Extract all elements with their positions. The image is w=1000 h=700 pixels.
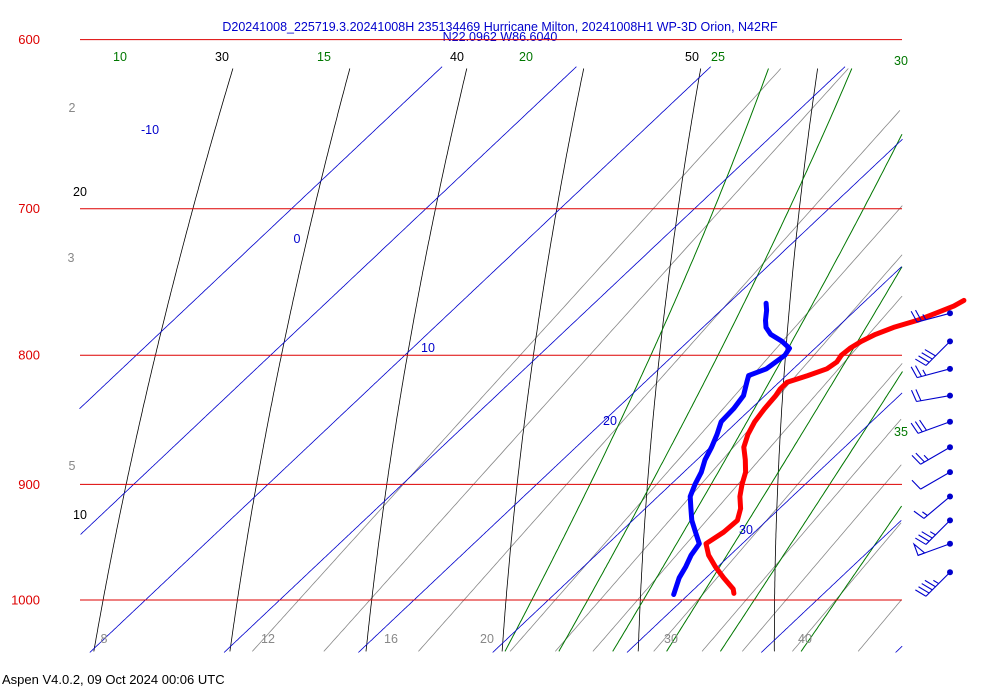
isotherm-label: 10 bbox=[421, 341, 435, 355]
moist-adiabat-line bbox=[719, 371, 903, 652]
dry-adiabat-label: 30 bbox=[215, 50, 229, 64]
dry-adiabat-label: 40 bbox=[450, 50, 464, 64]
moist-adiabat-line bbox=[504, 68, 769, 652]
mixing-ratio-line bbox=[252, 68, 782, 652]
dry-adiabat-label: 20 bbox=[73, 185, 87, 199]
dry-adiabat-line bbox=[637, 68, 702, 652]
mixing-ratio-label: 16 bbox=[384, 632, 398, 646]
mixing-ratio-label: 3 bbox=[68, 251, 75, 265]
wind-barb bbox=[910, 309, 953, 323]
moist-adiabat-line bbox=[612, 133, 903, 652]
mixing-ratio-line bbox=[701, 418, 902, 652]
mixing-ratio-label: 12 bbox=[261, 632, 275, 646]
mixing-ratio-label: 20 bbox=[480, 632, 494, 646]
mixing-ratio-line bbox=[653, 363, 903, 652]
mixing-ratio-line bbox=[792, 522, 902, 652]
moist-adiabat-label: 20 bbox=[519, 50, 533, 64]
isotherm-line bbox=[223, 66, 846, 653]
moist-adiabat-line bbox=[800, 505, 903, 652]
pressure-tick-label: 900 bbox=[18, 477, 40, 492]
mixing-ratio-line bbox=[509, 205, 903, 652]
temperature-trace bbox=[703, 297, 967, 596]
dry-adiabat-line bbox=[501, 68, 585, 652]
wind-barb bbox=[910, 389, 953, 403]
mixing-ratio-line bbox=[741, 464, 902, 652]
wind-barb bbox=[910, 365, 953, 379]
moist-adiabat-line bbox=[558, 68, 853, 652]
wind-barb bbox=[913, 493, 953, 519]
mixing-ratio-line bbox=[554, 254, 903, 652]
isotherm-line bbox=[895, 645, 903, 653]
moist-adiabat-label: 15 bbox=[317, 50, 331, 64]
isotherm-line bbox=[80, 66, 577, 535]
dry-adiabat-line bbox=[229, 68, 351, 652]
mixing-ratio-label: 8 bbox=[101, 632, 108, 646]
isotherm-line bbox=[89, 66, 711, 653]
wind-barb bbox=[915, 569, 953, 597]
dry-adiabat-line bbox=[365, 68, 468, 652]
isotherm-label: 0 bbox=[294, 232, 301, 246]
isotherm-label: -10 bbox=[141, 123, 159, 137]
dry-adiabat-label: 50 bbox=[685, 50, 699, 64]
footer-version-text: Aspen V4.0.2, 09 Oct 2024 00:06 UTC bbox=[2, 672, 225, 687]
wind-barb bbox=[911, 444, 953, 465]
isotherm-line bbox=[761, 520, 902, 653]
dewpoint-trace bbox=[671, 300, 792, 597]
dry-adiabat-label: 10 bbox=[73, 508, 87, 522]
mixing-ratio-label: 5 bbox=[69, 459, 76, 473]
isotherm-label: 30 bbox=[739, 523, 753, 537]
chart-title-line-2: N22.0962 W86.6040 bbox=[442, 30, 558, 44]
wind-barb bbox=[910, 418, 953, 434]
moist-adiabat-label: 30 bbox=[894, 54, 908, 68]
dry-adiabat-line bbox=[773, 68, 818, 652]
wind-barb bbox=[911, 469, 953, 490]
pressure-tick-label: 700 bbox=[18, 201, 40, 216]
isotherm-line bbox=[626, 392, 903, 653]
mixing-ratio-label: 2 bbox=[69, 101, 76, 115]
isotherm-line bbox=[79, 66, 443, 409]
mixing-ratio-label: 40 bbox=[798, 632, 812, 646]
mixing-ratio-line bbox=[418, 110, 901, 652]
wind-barb bbox=[915, 338, 953, 366]
pressure-tick-label: 600 bbox=[18, 32, 40, 47]
wind-barb bbox=[915, 517, 953, 545]
mixing-ratio-line bbox=[857, 599, 902, 652]
mixing-ratio-line bbox=[323, 68, 849, 652]
moist-adiabat-label: 10 bbox=[113, 50, 127, 64]
pressure-tick-label: 1000 bbox=[11, 593, 40, 608]
pressure-tick-label: 800 bbox=[18, 348, 40, 363]
isotherm-label: 20 bbox=[603, 414, 617, 428]
mixing-ratio-label: 30 bbox=[664, 632, 678, 646]
isotherm-line bbox=[492, 266, 902, 653]
wind-barb bbox=[912, 540, 953, 557]
moist-adiabat-label: 25 bbox=[711, 50, 725, 64]
dry-adiabat-line bbox=[93, 68, 234, 652]
isotherm-line bbox=[358, 138, 903, 653]
moist-adiabat-label: 35 bbox=[894, 425, 908, 439]
chart-title-line-1: D20241008_225719.3.20241008H 235134469 H… bbox=[222, 20, 778, 34]
